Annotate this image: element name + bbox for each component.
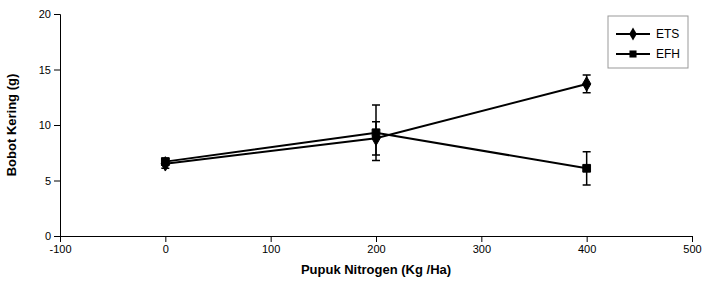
x-axis-line (61, 237, 693, 243)
y-axis-tick: 10 (39, 119, 60, 131)
series (161, 105, 590, 185)
x-axis-tick-label: 500 (683, 243, 701, 255)
x-axis: -100 0 100 200 300 400 500 (49, 236, 701, 255)
x-axis-tick-mark (587, 236, 588, 242)
point (372, 129, 380, 137)
x-axis-title: Pupuk Nitrogen (Kg /Ha) (301, 262, 451, 277)
y-axis: 0 5 10 15 20 (39, 8, 61, 242)
legend-label: EFH (656, 47, 680, 61)
legend-marker (629, 50, 636, 57)
marks (161, 75, 591, 185)
legend-entry: ETS (616, 27, 679, 41)
x-axis-tick-label: -100 (49, 243, 71, 255)
x-axis-tick-mark (165, 236, 166, 242)
plot: -100010020030040050005101520ETSEFH (39, 8, 702, 255)
x-axis-tick: 0 (163, 236, 169, 255)
error-bar (372, 105, 380, 161)
y-axis-tick-label: 0 (45, 230, 51, 242)
x-axis-tick: 200 (367, 236, 385, 255)
x-axis-tick-label: 400 (578, 243, 596, 255)
point (583, 77, 591, 91)
error-bar (161, 158, 169, 165)
x-axis-tick-mark (376, 236, 377, 242)
legend-label: ETS (656, 27, 679, 41)
x-axis-tick-label: 0 (163, 243, 169, 255)
legend: ETS EFH (608, 16, 688, 68)
x-axis-tick-mark (271, 236, 272, 242)
x-axis-tick-mark (692, 236, 693, 242)
y-axis-tick: 20 (39, 8, 60, 20)
chart: -100010020030040050005101520ETSEFHPupuk … (0, 0, 708, 282)
y-axis-tick: 15 (39, 64, 60, 76)
x-axis-tick-label: 200 (367, 243, 385, 255)
point (583, 164, 591, 172)
point (161, 157, 169, 171)
x-axis-tick: 500 (683, 236, 701, 255)
y-axis-tick-mark (54, 125, 60, 126)
y-axis-tick-label: 10 (39, 119, 51, 131)
y-axis-tick-label: 15 (39, 64, 51, 76)
y-axis-tick: 0 (45, 230, 60, 242)
y-axis-tick-label: 20 (39, 8, 51, 20)
series (161, 75, 591, 171)
error-bar (583, 75, 591, 93)
y-axis-tick-mark (54, 70, 60, 71)
x-axis-tick: 300 (473, 236, 491, 255)
x-axis-tick: 400 (578, 236, 596, 255)
legend-marker (629, 27, 637, 40)
y-axis-tick-mark (54, 181, 60, 182)
y-axis-title: Bobot Kering (g) (4, 74, 19, 177)
error-bar (583, 152, 591, 185)
y-axis-line (54, 15, 61, 237)
y-axis-tick-mark (54, 14, 60, 15)
y-axis-tick: 5 (45, 175, 60, 187)
y-axis-tick-mark (54, 236, 60, 237)
series-line (165, 84, 586, 164)
x-axis-tick-label: 300 (473, 243, 491, 255)
x-axis-tick-label: 100 (262, 243, 280, 255)
point (161, 158, 169, 166)
x-axis-tick: 100 (262, 236, 280, 255)
y-axis-tick-label: 5 (45, 175, 51, 187)
x-axis-tick: -100 (49, 236, 71, 255)
legend-entry: EFH (616, 47, 680, 61)
legend-box (608, 16, 688, 68)
x-axis-tick-mark (481, 236, 482, 242)
